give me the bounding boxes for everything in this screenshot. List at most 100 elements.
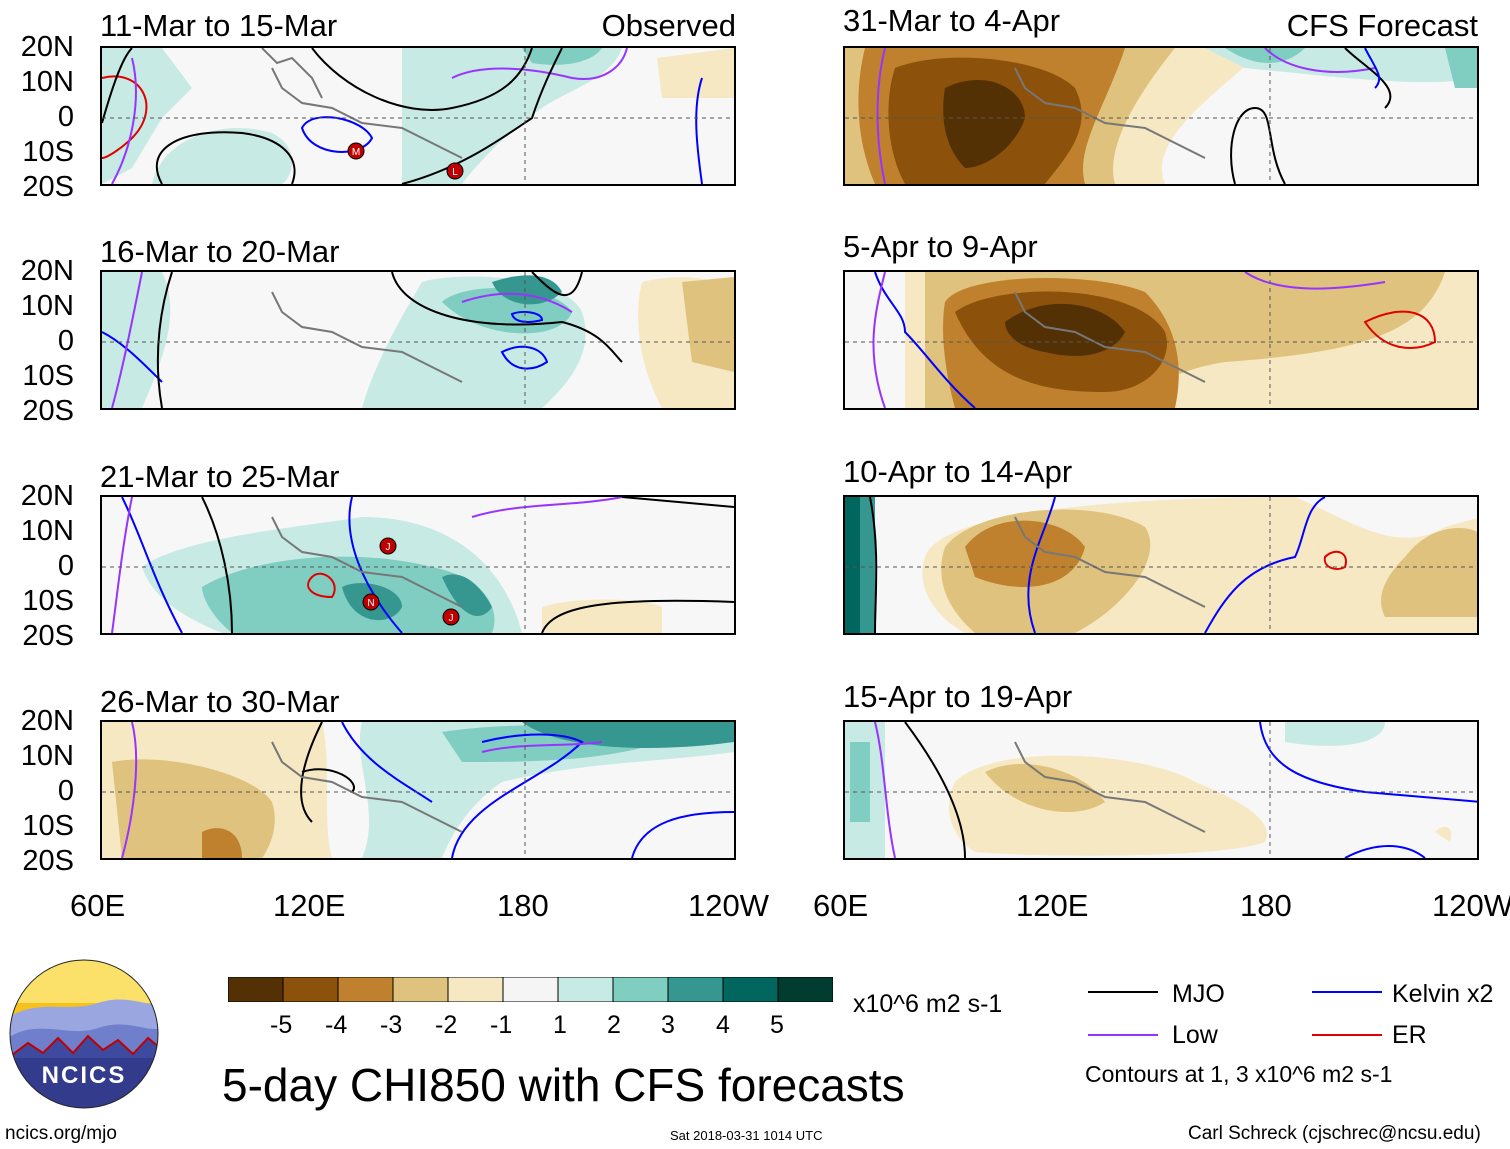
map-panel-fcst-2 [843, 270, 1479, 410]
y-tick-10s: 10S [22, 585, 74, 617]
footer-credit: Carl Schreck (cjschrec@ncsu.edu) [1188, 1123, 1481, 1144]
cb-label-neg2: -2 [435, 1011, 458, 1039]
colorbar-graphic [227, 976, 834, 1003]
y-tick-10s: 10S [22, 136, 74, 168]
storm-marker-n: N [362, 593, 380, 611]
cb-label-4: 4 [716, 1011, 730, 1039]
logo-text: NCICS [42, 1062, 127, 1089]
colorbar-swatch-9 [722, 976, 779, 1003]
x-tick-120e-right: 120E [1016, 888, 1089, 923]
footer-timestamp: Sat 2018-03-31 1014 UTC [670, 1128, 823, 1143]
panel-title-fcst-3: 10-Apr to 14-Apr [843, 454, 1073, 489]
panel-title-obs-3: 21-Mar to 25-Mar [100, 459, 340, 494]
map-obs-4-graphic [102, 722, 734, 858]
panel-title-obs-4: 26-Mar to 30-Mar [100, 684, 340, 719]
y-tick-20s: 20S [22, 845, 74, 877]
map-fcst-4-graphic [845, 722, 1477, 858]
map-panel-obs-3 [100, 495, 736, 635]
colorbar-swatch-1 [282, 976, 339, 1003]
map-panel-obs-4 [100, 720, 736, 860]
x-tick-180-left: 180 [497, 888, 549, 923]
y-tick-20s: 20S [22, 620, 74, 652]
panel-title-fcst-4: 15-Apr to 19-Apr [843, 679, 1073, 714]
panel-title-fcst-1: 31-Mar to 4-Apr [843, 3, 1061, 38]
y-tick-20n: 20N [20, 31, 74, 63]
panel-title-obs-2: 16-Mar to 20-Mar [100, 234, 340, 269]
cb-label-3: 3 [661, 1011, 675, 1039]
y-tick-20n: 20N [20, 255, 74, 287]
y-tick-0: 0 [57, 101, 74, 133]
x-tick-60e-right: 60E [813, 888, 869, 923]
y-tick-10n: 10N [20, 290, 74, 322]
storm-letter-n: N [367, 598, 374, 609]
map-fcst-1-graphic [845, 48, 1477, 184]
legend-line-swatches-left [1088, 991, 1158, 1036]
legend-low: Low [1172, 1021, 1218, 1049]
panel-title-fcst-2: 5-Apr to 9-Apr [843, 229, 1038, 264]
y-tick-20n: 20N [20, 705, 74, 737]
colorbar-swatch-3 [392, 976, 449, 1003]
storm-marker-l: L [446, 162, 464, 180]
y-tick-0: 0 [57, 775, 74, 807]
colorbar-swatch-7 [612, 976, 669, 1003]
y-tick-0: 0 [57, 325, 74, 357]
legend-line-swatches-right [1312, 991, 1382, 1036]
logo-graphic: NCICS [9, 959, 159, 1109]
legend-kelvin: Kelvin x2 [1392, 980, 1494, 1008]
cb-label-neg5: -5 [270, 1011, 293, 1039]
cb-label-neg3: -3 [380, 1011, 403, 1039]
map-obs-1-graphic [102, 48, 734, 184]
legend-mjo: MJO [1172, 980, 1225, 1008]
y-tick-20s: 20S [22, 395, 74, 427]
storm-marker-j-north: J [379, 537, 397, 555]
legend-er: ER [1392, 1021, 1427, 1049]
colorbar-swatch-8 [667, 976, 724, 1003]
storm-letter-j: J [449, 613, 454, 624]
panel-title-obs-1: 11-Mar to 15-Mar [100, 8, 338, 43]
y-tick-20n: 20N [20, 480, 74, 512]
y-tick-0: 0 [57, 550, 74, 582]
colorbar-swatch-10 [777, 976, 834, 1003]
map-fcst-2-graphic [845, 272, 1477, 408]
y-tick-10s: 10S [22, 810, 74, 842]
x-tick-60e-left: 60E [70, 888, 126, 923]
cb-label-neg1: -1 [490, 1011, 513, 1039]
x-tick-120w-left: 120W [688, 888, 769, 923]
y-tick-10n: 10N [20, 515, 74, 547]
map-panel-obs-1 [100, 46, 736, 186]
y-tick-20s: 20S [22, 171, 74, 203]
colorbar-swatch-4 [447, 976, 504, 1003]
y-tick-10s: 10S [22, 360, 74, 392]
y-tick-10n: 10N [20, 740, 74, 772]
observed-label: Observed [601, 8, 736, 43]
cfs-forecast-label: CFS Forecast [1286, 8, 1478, 43]
cb-label-1: 1 [553, 1011, 567, 1039]
map-panel-fcst-1 [843, 46, 1479, 186]
footer-url[interactable]: ncics.org/mjo [5, 1123, 117, 1144]
colorbar [227, 976, 834, 1003]
colorbar-swatch-0 [227, 976, 284, 1003]
map-panel-fcst-3 [843, 495, 1479, 635]
cb-label-5: 5 [770, 1011, 784, 1039]
contours-note: Contours at 1, 3 x10^6 m2 s-1 [1085, 1061, 1393, 1087]
storm-marker-j-south: J [442, 608, 460, 626]
x-tick-120e-left: 120E [273, 888, 346, 923]
colorbar-swatch-6 [557, 976, 614, 1003]
colorbar-swatch-5 [502, 976, 559, 1003]
storm-letter-l: L [452, 167, 458, 178]
cb-label-2: 2 [607, 1011, 621, 1039]
ncics-logo: NCICS [8, 958, 160, 1110]
map-panel-fcst-4 [843, 720, 1479, 860]
cb-label-neg4: -4 [325, 1011, 348, 1039]
colorbar-swatch-2 [337, 976, 394, 1003]
colorbar-unit: x10^6 m2 s-1 [853, 990, 1003, 1018]
x-tick-180-right: 180 [1240, 888, 1292, 923]
y-tick-10n: 10N [20, 66, 74, 98]
map-panel-obs-2 [100, 270, 736, 410]
storm-letter-j: J [386, 542, 391, 553]
storm-marker-m: M [347, 142, 365, 160]
map-obs-2-graphic [102, 272, 734, 408]
map-fcst-3-graphic [845, 497, 1477, 633]
storm-letter-m: M [352, 147, 360, 158]
x-tick-120w-right: 120W [1432, 890, 1510, 921]
